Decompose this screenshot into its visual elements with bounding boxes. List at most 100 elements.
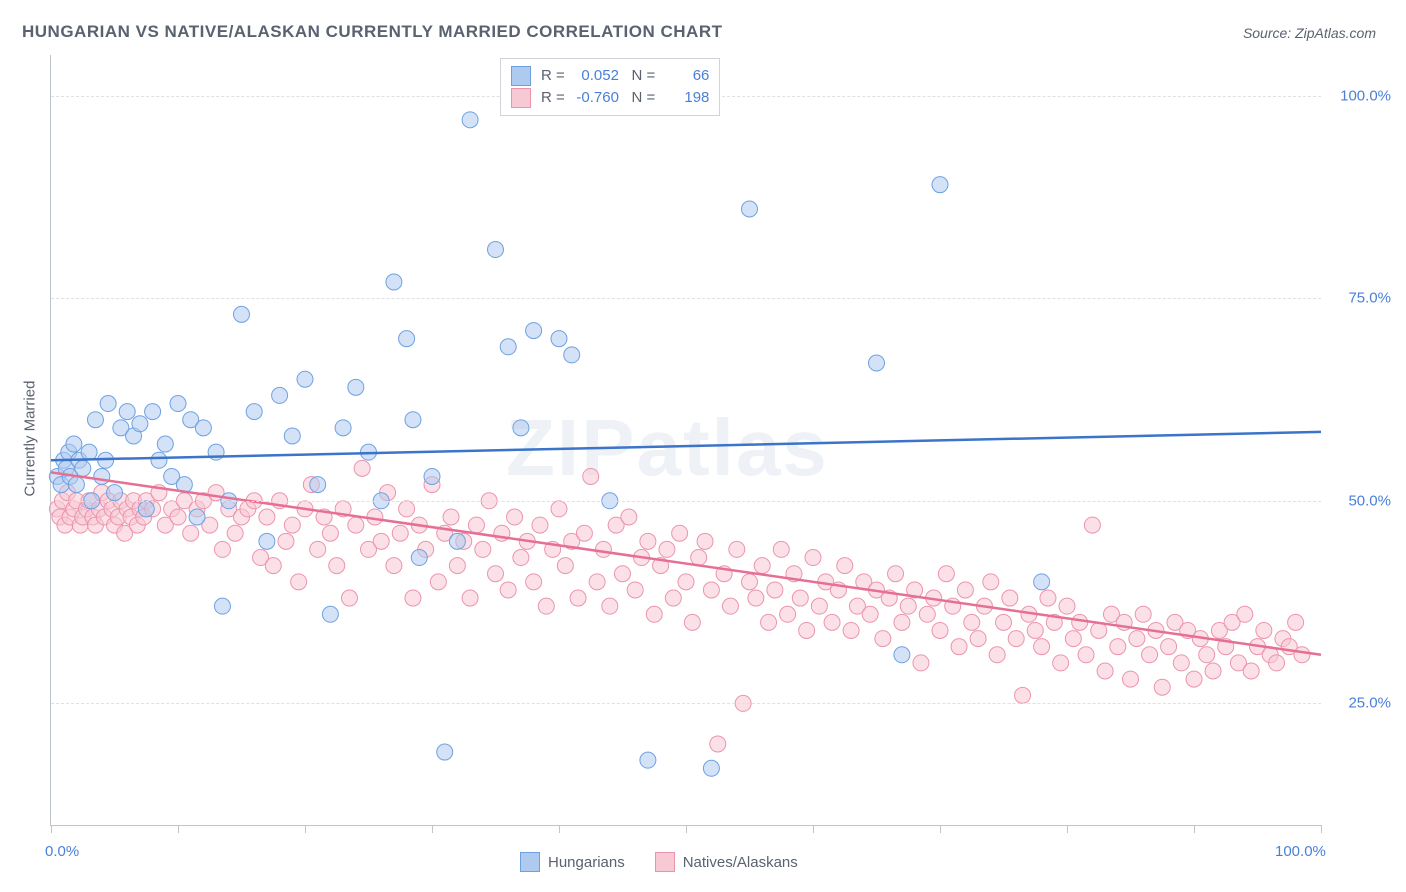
scatter-point	[291, 574, 307, 590]
scatter-point	[640, 533, 656, 549]
scatter-point	[468, 517, 484, 533]
scatter-point	[564, 347, 580, 363]
scatter-point	[615, 566, 631, 582]
scatter-point	[1123, 671, 1139, 687]
scatter-point	[913, 655, 929, 671]
legend-swatch	[655, 852, 675, 872]
scatter-point	[919, 606, 935, 622]
scatter-point	[684, 614, 700, 630]
source-prefix: Source:	[1243, 25, 1291, 41]
scatter-point	[894, 614, 910, 630]
scatter-point	[722, 598, 738, 614]
scatter-point	[157, 436, 173, 452]
legend-swatch	[511, 66, 531, 86]
scatter-point	[1072, 614, 1088, 630]
scatter-point	[443, 509, 459, 525]
scatter-point	[665, 590, 681, 606]
scatter-point	[621, 509, 637, 525]
scatter-point	[138, 501, 154, 517]
scatter-point	[710, 736, 726, 752]
scatter-point	[627, 582, 643, 598]
scatter-point	[1186, 671, 1202, 687]
scatter-point	[703, 582, 719, 598]
scatter-point	[1040, 590, 1056, 606]
scatter-point	[310, 477, 326, 493]
scatter-point	[411, 550, 427, 566]
scatter-point	[792, 590, 808, 606]
scatter-point	[951, 639, 967, 655]
stats-legend-row: R = -0.760 N = 198	[511, 87, 709, 109]
scatter-point	[513, 420, 529, 436]
scatter-point	[272, 387, 288, 403]
scatter-point	[68, 477, 84, 493]
scatter-point	[697, 533, 713, 549]
y-tick-label: 50.0%	[1331, 492, 1391, 509]
scatter-point	[81, 444, 97, 460]
scatter-point	[1059, 598, 1075, 614]
scatter-point	[526, 574, 542, 590]
stats-legend-text: R = -0.760 N = 198	[541, 87, 709, 109]
scatter-point	[532, 517, 548, 533]
scatter-point	[1027, 622, 1043, 638]
gridline	[51, 298, 1321, 299]
scatter-point	[1129, 631, 1145, 647]
scatter-point	[583, 468, 599, 484]
scatter-point	[1205, 663, 1221, 679]
plot-area: ZIPatlas 25.0%50.0%75.0%100.0%	[50, 55, 1321, 826]
scatter-point	[659, 541, 675, 557]
scatter-point	[811, 598, 827, 614]
scatter-point	[589, 574, 605, 590]
scatter-point	[392, 525, 408, 541]
x-tick	[1321, 825, 1322, 833]
scatter-point	[373, 533, 389, 549]
scatter-point	[894, 647, 910, 663]
gridline	[51, 501, 1321, 502]
scatter-point	[761, 614, 777, 630]
scatter-point	[646, 606, 662, 622]
x-tick	[1067, 825, 1068, 833]
scatter-point	[538, 598, 554, 614]
stats-legend-text: R = 0.052 N = 66	[541, 65, 709, 87]
scatter-point	[214, 598, 230, 614]
scatter-point	[1097, 663, 1113, 679]
scatter-point	[430, 574, 446, 590]
scatter-point	[348, 379, 364, 395]
scatter-point	[938, 566, 954, 582]
scatter-point	[1015, 687, 1031, 703]
scatter-point	[405, 412, 421, 428]
y-tick-label: 100.0%	[1331, 87, 1391, 104]
series-legend-label: Hungarians	[548, 854, 625, 871]
trend-line	[51, 432, 1321, 460]
scatter-point	[742, 574, 758, 590]
scatter-point	[773, 541, 789, 557]
y-axis-label: Currently Married	[22, 369, 39, 509]
x-tick	[686, 825, 687, 833]
scatter-point	[843, 622, 859, 638]
scatter-point	[189, 509, 205, 525]
scatter-point	[1002, 590, 1018, 606]
scatter-point	[1135, 606, 1151, 622]
scatter-point	[1084, 517, 1100, 533]
scatter-point	[869, 355, 885, 371]
scatter-point	[748, 590, 764, 606]
scatter-point	[278, 533, 294, 549]
scatter-point	[214, 541, 230, 557]
source-label: Source: ZipAtlas.com	[1243, 25, 1376, 41]
scatter-point	[691, 550, 707, 566]
scatter-point	[875, 631, 891, 647]
scatter-point	[989, 647, 1005, 663]
gridline	[51, 703, 1321, 704]
scatter-point	[507, 509, 523, 525]
scatter-point	[341, 590, 357, 606]
series-legend-item: Hungarians	[520, 852, 625, 872]
scatter-point	[1256, 622, 1272, 638]
scatter-point	[513, 550, 529, 566]
scatter-point	[284, 517, 300, 533]
scatter-point	[1078, 647, 1094, 663]
scatter-point	[145, 404, 161, 420]
scatter-point	[1034, 639, 1050, 655]
y-tick-label: 25.0%	[1331, 695, 1391, 712]
x-tick	[559, 825, 560, 833]
scatter-point	[348, 517, 364, 533]
x-tick	[305, 825, 306, 833]
